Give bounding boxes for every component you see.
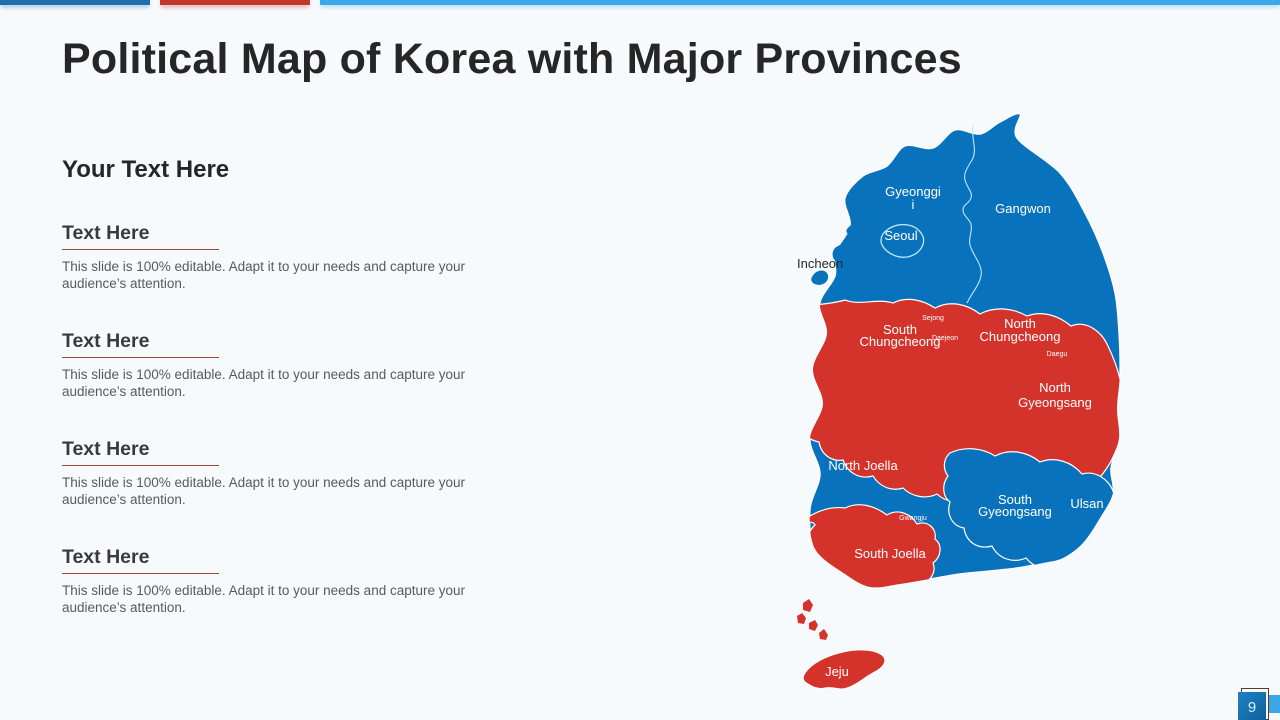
svg-text:Daejeon: Daejeon <box>932 335 958 342</box>
svg-text:i: i <box>912 197 915 212</box>
svg-text:North Joella: North Joella <box>828 458 898 473</box>
svg-text:Daegu: Daegu <box>1047 351 1068 358</box>
svg-text:Gangwon: Gangwon <box>995 201 1051 216</box>
svg-text:North: North <box>1039 380 1071 395</box>
svg-text:Gyeongsang: Gyeongsang <box>1018 395 1092 410</box>
svg-text:South Joella: South Joella <box>854 546 926 561</box>
svg-text:Chungcheong: Chungcheong <box>980 329 1061 344</box>
svg-text:Gwangju: Gwangju <box>899 515 927 522</box>
svg-text:Seoul: Seoul <box>884 228 917 243</box>
svg-text:Chungcheong: Chungcheong <box>860 334 941 349</box>
svg-text:Incheon: Incheon <box>797 256 843 271</box>
svg-text:Gyeongsang: Gyeongsang <box>978 504 1052 519</box>
svg-text:Jeju: Jeju <box>825 664 849 679</box>
svg-text:Ulsan: Ulsan <box>1070 496 1103 511</box>
svg-text:Sejong: Sejong <box>922 315 944 322</box>
